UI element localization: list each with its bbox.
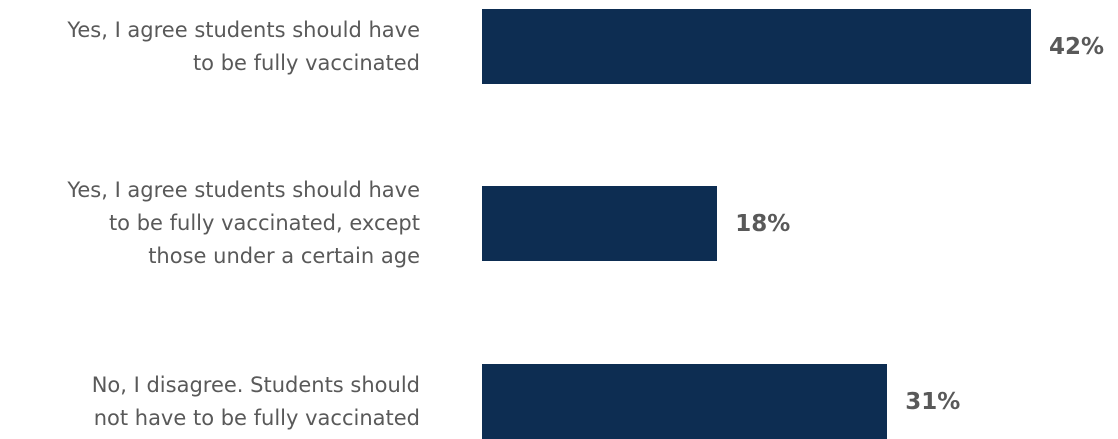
value-label-1: 42% xyxy=(1049,33,1105,60)
category-label-line: not have to be fully vaccinated xyxy=(93,405,420,430)
category-label-1: Yes, I agree students should have to be f… xyxy=(0,14,420,80)
bar-3 xyxy=(482,364,888,439)
value-label-3: 31% xyxy=(905,388,961,415)
category-label-line: No, I disagree. Students should xyxy=(91,372,420,397)
value-label-2: 18% xyxy=(735,210,791,237)
category-label-line: to be fully vaccinated, except xyxy=(108,211,420,235)
category-label-3: No, I disagree. Students should not have … xyxy=(0,369,420,435)
category-label-line: those under a certain age xyxy=(148,244,420,268)
category-label-line: Yes, I agree students should have xyxy=(67,178,420,202)
bar-2 xyxy=(482,186,718,261)
category-label-2: Yes, I agree students should have to be f… xyxy=(0,174,420,273)
category-label-line: Yes, I agree students should have xyxy=(67,17,420,42)
category-label-line: to be fully vaccinated xyxy=(192,50,420,75)
bar-1 xyxy=(482,9,1031,84)
